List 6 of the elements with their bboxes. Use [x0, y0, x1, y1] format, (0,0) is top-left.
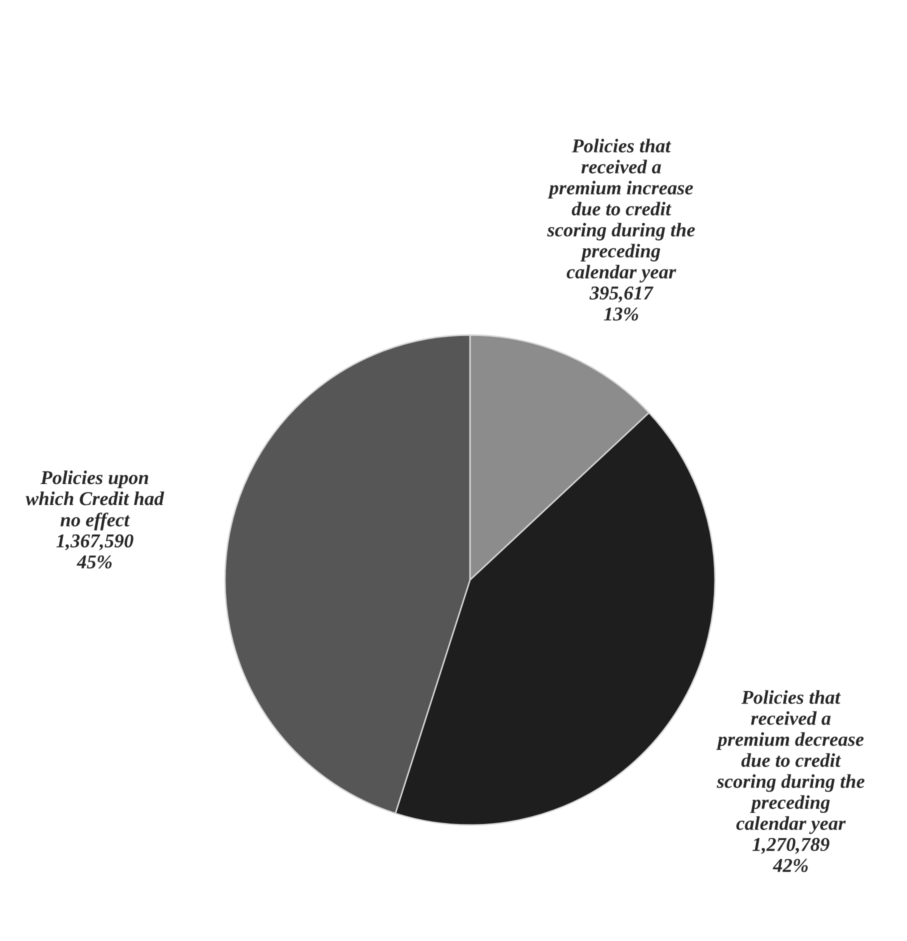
data-label: 395,617 13% [590, 286, 654, 321]
data-label: 1,270,789 42% [752, 838, 830, 872]
data-label: 1,367,590 45% [56, 534, 134, 569]
slice-label: Policies upon which Credit had no effect [26, 470, 164, 530]
slice-label: Policies that received a premium increase due to credit scoring during the preceding calendar year [547, 138, 695, 283]
slice-label: Policies that received a premium decrease due to credit scoring during the preceding calendar year [716, 690, 864, 834]
